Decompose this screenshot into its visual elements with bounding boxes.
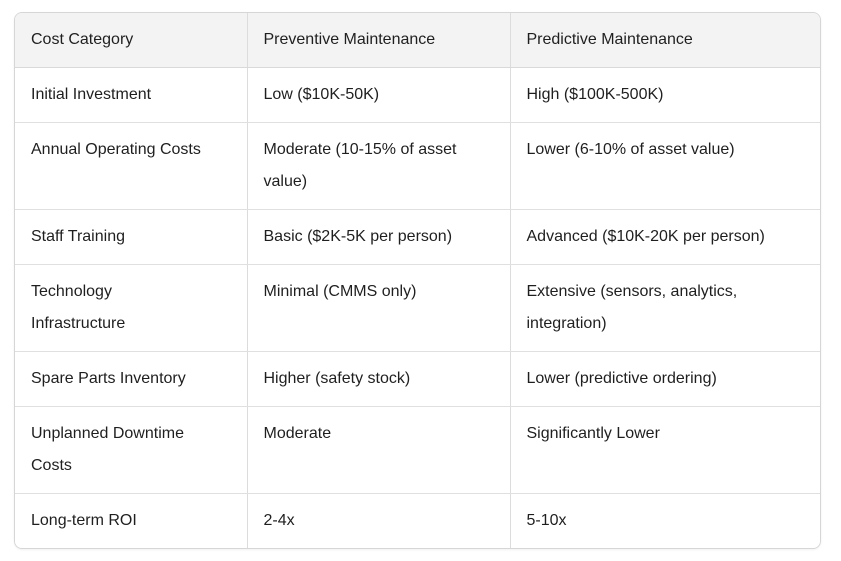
cell-category: Staff Training [15, 209, 247, 265]
cost-comparison-table: Cost Category Preventive Maintenance Pre… [15, 13, 820, 548]
cell-preventive: Basic ($2K-5K per person) [246, 209, 510, 265]
cell-predictive: Advanced ($10K-20K per person) [509, 209, 820, 265]
cell-predictive: Extensive (sensors, analytics, integrati… [509, 264, 820, 352]
header-row: Cost Category Preventive Maintenance Pre… [15, 13, 820, 68]
table-row: Annual Operating Costs Moderate (10-15% … [15, 122, 820, 210]
column-header-cost-category: Cost Category [15, 13, 247, 68]
cell-preventive: Higher (safety stock) [246, 351, 510, 407]
cell-preventive: Moderate [246, 406, 510, 494]
table-row: Technology Infrastructure Minimal (CMMS … [15, 264, 820, 352]
table-row: Unplanned Downtime Costs Moderate Signif… [15, 406, 820, 494]
cell-predictive: Lower (6-10% of asset value) [509, 122, 820, 210]
table-row: Initial Investment Low ($10K-50K) High (… [15, 67, 820, 123]
cell-category: Long-term ROI [15, 493, 247, 548]
comparison-table: Cost Category Preventive Maintenance Pre… [14, 12, 821, 549]
cell-category: Unplanned Downtime Costs [15, 406, 247, 494]
cell-category: Initial Investment [15, 67, 247, 123]
cell-preventive: Moderate (10-15% of asset value) [246, 122, 510, 210]
cell-predictive: High ($100K-500K) [509, 67, 820, 123]
cell-category: Technology Infrastructure [15, 264, 247, 352]
cell-predictive: Lower (predictive ordering) [509, 351, 820, 407]
cell-preventive: Minimal (CMMS only) [246, 264, 510, 352]
table-row: Long-term ROI 2-4x 5-10x [15, 493, 820, 548]
table-row: Spare Parts Inventory Higher (safety sto… [15, 351, 820, 407]
cell-category: Spare Parts Inventory [15, 351, 247, 407]
cell-category: Annual Operating Costs [15, 122, 247, 210]
column-header-preventive-maintenance: Preventive Maintenance [246, 13, 510, 68]
table-row: Staff Training Basic ($2K-5K per person)… [15, 209, 820, 265]
column-header-predictive-maintenance: Predictive Maintenance [509, 13, 820, 68]
cell-preventive: Low ($10K-50K) [246, 67, 510, 123]
cell-predictive: 5-10x [509, 493, 820, 548]
cell-preventive: 2-4x [246, 493, 510, 548]
cell-predictive: Significantly Lower [509, 406, 820, 494]
